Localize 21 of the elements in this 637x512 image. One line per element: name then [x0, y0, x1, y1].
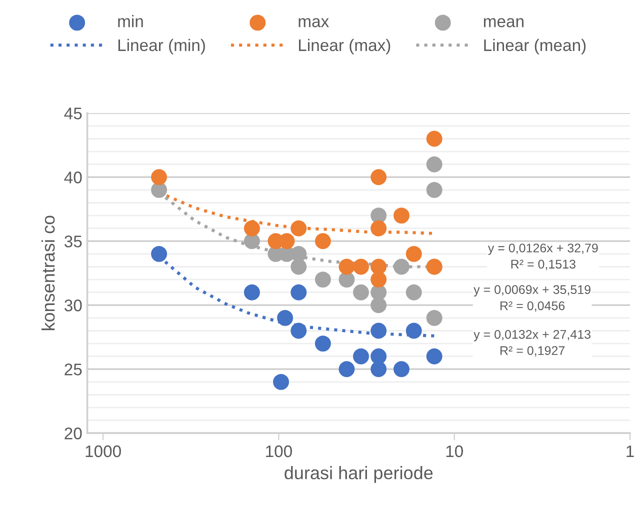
legend-label: Linear (max) [299, 38, 390, 54]
x-tick-label: 1000 [86, 445, 121, 458]
annotation: y = 0,0126x + 32,79 R² = 0,1513 [488, 244, 598, 270]
x-tick-label: 100 [266, 445, 292, 458]
annotation: y = 0,0132x + 27,413 R² = 0,1927 [474, 330, 590, 356]
y-tick-label: 35 [64, 236, 82, 248]
y-axis-title: konsentrasi co [41, 216, 55, 330]
y-tick-label: 40 [64, 172, 82, 184]
y-tick-label: 20 [64, 428, 82, 440]
annotation: y = 0,0069x + 35,519 R² = 0,0456 [474, 285, 590, 312]
legend-label: Linear (min) [118, 38, 205, 54]
legend-label: Linear (mean) [484, 38, 586, 54]
legend-label: min [118, 15, 143, 28]
legend-label: mean [484, 18, 524, 28]
x-tick-label: 10 [446, 445, 463, 458]
legend-label: max [298, 18, 329, 28]
y-tick-label: 25 [64, 364, 82, 376]
x-axis-title: durasi hari periode [284, 466, 433, 483]
y-tick-label: 30 [64, 300, 82, 312]
y-tick-label: 45 [64, 108, 82, 120]
x-tick-label: 1 [626, 446, 634, 458]
